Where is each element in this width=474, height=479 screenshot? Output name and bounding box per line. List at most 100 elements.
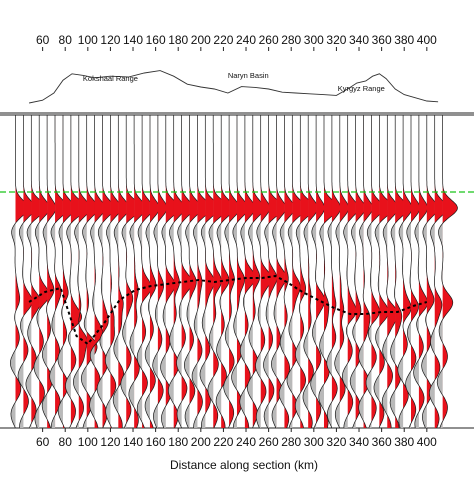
- trace-wiggle: [152, 115, 168, 429]
- trace-negative-fill: [10, 115, 16, 428]
- trace-negative-fill: [334, 115, 340, 428]
- trace-negative-fill: [216, 115, 222, 428]
- trace-wiggle: [168, 115, 185, 429]
- trace-wiggle: [128, 115, 147, 429]
- trace-wiggle: [326, 115, 341, 429]
- trace-wiggle: [334, 115, 349, 429]
- trace-negative-fill: [65, 115, 71, 428]
- trace-wiggle: [160, 115, 180, 429]
- bottom-tick-label: 320: [326, 435, 346, 449]
- trace-wiggle: [294, 115, 316, 429]
- top-tick-label: 340: [349, 33, 369, 47]
- trace-wiggle: [105, 115, 122, 429]
- top-tick-label: 80: [59, 33, 73, 47]
- top-tick-label: 160: [146, 33, 166, 47]
- region-label: Naryn Basin: [228, 71, 269, 80]
- trace-wiggle: [191, 115, 212, 428]
- trace-positive-fill: [236, 115, 249, 428]
- trace-negative-fill: [223, 115, 230, 428]
- top-tick-label: 260: [259, 33, 279, 47]
- trace-wiggle: [381, 115, 399, 429]
- trace-negative-fill: [421, 115, 427, 428]
- top-tick-label: 60: [36, 33, 50, 47]
- trace-positive-fill: [55, 115, 69, 428]
- trace-negative-fill: [200, 115, 206, 428]
- trace-positive-fill: [173, 115, 185, 428]
- trace-positive-fill: [39, 115, 50, 428]
- trace-positive-fill: [292, 115, 306, 428]
- trace-negative-fill: [168, 115, 174, 428]
- trace-positive-fill: [221, 115, 235, 428]
- trace-wiggle: [373, 115, 394, 429]
- trace-positive-fill: [78, 115, 91, 428]
- trace-negative-fill: [374, 115, 380, 428]
- trace-negative-fill: [255, 115, 261, 428]
- trace-wiggle: [80, 115, 99, 429]
- trace-wiggle: [17, 115, 36, 428]
- trace-positive-fill: [260, 115, 272, 428]
- trace-wiggle: [49, 115, 69, 428]
- top-tick-label: 120: [100, 33, 120, 47]
- trace-negative-fill: [397, 115, 404, 428]
- bottom-tick-label: 100: [78, 435, 98, 449]
- bottom-tick-label: 220: [213, 435, 233, 449]
- trace-negative-fill: [263, 115, 269, 428]
- trace-negative-fill: [382, 115, 388, 428]
- bottom-tick-label: 120: [100, 435, 120, 449]
- trace-negative-fill: [184, 115, 190, 428]
- trace-wiggle: [89, 115, 106, 429]
- trace-positive-fill: [244, 115, 256, 428]
- trace-positive-fill: [418, 115, 428, 428]
- trace-wiggle: [231, 115, 249, 429]
- trace-positive-fill: [347, 115, 359, 428]
- trace-positive-fill: [426, 115, 438, 428]
- trace-negative-fill: [176, 115, 182, 428]
- top-tick-label: 400: [417, 33, 437, 47]
- bottom-tick-label: 380: [394, 435, 414, 449]
- trace-negative-fill: [89, 115, 95, 428]
- trace-wiggle: [65, 115, 87, 429]
- trace-negative-fill: [137, 115, 143, 428]
- trace-negative-fill: [429, 115, 435, 428]
- bottom-tick-label: 200: [191, 435, 211, 449]
- trace-wiggle: [365, 115, 384, 429]
- trace-positive-fill: [276, 115, 286, 428]
- trace-negative-fill: [207, 115, 214, 428]
- trace-wiggle: [120, 115, 142, 429]
- trace-negative-fill: [287, 115, 293, 428]
- trace-negative-fill: [160, 115, 166, 428]
- trace-wiggle: [263, 115, 284, 429]
- trace-negative-fill: [58, 115, 63, 428]
- trace-negative-fill: [113, 115, 119, 428]
- bottom-tick-label: 140: [123, 435, 143, 449]
- trace-wiggle: [349, 115, 366, 429]
- trace-negative-fill: [326, 115, 332, 428]
- top-tick-label: 220: [213, 33, 233, 47]
- trace-wiggle: [421, 115, 439, 429]
- region-label: Kokshaal Range: [83, 74, 138, 83]
- bottom-axis: 60 80 100 120 140 160 180 200 220 240 260 280 300 320…: [36, 428, 437, 449]
- x-axis-label: Distance along section (km): [170, 458, 318, 472]
- trace-wiggle: [286, 115, 307, 429]
- trace-wiggle: [310, 115, 326, 429]
- trace-positive-fill: [181, 115, 194, 428]
- top-tick-label: 280: [281, 33, 301, 47]
- bottom-tick-label: 240: [236, 435, 256, 449]
- trace-negative-fill: [152, 115, 158, 428]
- top-axis: 60 80 100 120 140 160 180 200 220 240 260 280 300 320…: [36, 33, 437, 51]
- trace-negative-fill: [279, 115, 285, 428]
- trace-wiggle: [10, 115, 29, 429]
- trace-wiggle: [271, 115, 287, 429]
- trace-negative-fill: [271, 115, 277, 428]
- bottom-tick-label: 400: [417, 435, 437, 449]
- trace-negative-fill: [120, 115, 127, 428]
- bottom-tick-label: 340: [349, 435, 369, 449]
- trace-positive-fill: [197, 115, 212, 428]
- trace-wiggle: [144, 115, 160, 429]
- trace-wiggle: [207, 115, 229, 429]
- trace-wiggle: [405, 115, 421, 429]
- trace-positive-fill: [23, 115, 35, 428]
- bottom-tick-label: 360: [372, 435, 392, 449]
- trace-positive-fill: [403, 115, 412, 428]
